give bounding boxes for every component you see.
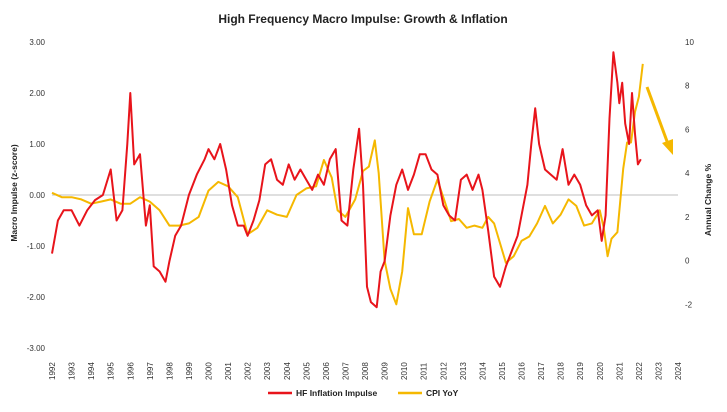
right-axis-label: Annual Change % bbox=[703, 163, 713, 236]
x-tick-label: 1992 bbox=[48, 362, 57, 380]
x-tick-label: 1995 bbox=[107, 362, 116, 380]
right-tick-label: 2 bbox=[685, 213, 690, 222]
series-line-hf-inflation-impulse bbox=[51, 51, 642, 309]
left-tick-label: -3.00 bbox=[27, 344, 46, 353]
legend-label-cpi: CPI YoY bbox=[426, 388, 459, 398]
left-tick-label: 2.00 bbox=[29, 89, 45, 98]
x-tick-label: 2011 bbox=[420, 362, 429, 380]
x-tick-label: 2015 bbox=[498, 362, 507, 380]
left-tick-label: 3.00 bbox=[29, 38, 45, 47]
series-layer bbox=[51, 51, 644, 309]
x-tick-label: 2006 bbox=[322, 362, 331, 380]
x-tick-label: 2009 bbox=[381, 362, 390, 380]
left-tick-label: 0.00 bbox=[29, 191, 45, 200]
x-tick-label: 2005 bbox=[302, 362, 311, 380]
x-tick-label: 2012 bbox=[439, 362, 448, 380]
chart-title: High Frequency Macro Impulse: Growth & I… bbox=[218, 12, 507, 26]
right-tick-label: 6 bbox=[685, 125, 690, 134]
left-axis-ticks: 3.00 2.00 1.00 0.00 -1.00 -2.00 -3.00 bbox=[27, 38, 46, 353]
right-tick-label: 0 bbox=[685, 257, 690, 266]
legend: HF Inflation Impulse CPI YoY bbox=[268, 388, 459, 398]
x-tick-label: 2019 bbox=[576, 362, 585, 380]
x-tick-label: 1994 bbox=[87, 362, 96, 380]
right-axis-ticks: 10 8 6 4 2 0 -2 bbox=[685, 38, 694, 309]
x-tick-label: 2024 bbox=[674, 362, 683, 380]
x-tick-label: 2014 bbox=[478, 362, 487, 380]
x-tick-label: 2001 bbox=[224, 362, 233, 380]
x-tick-label: 2007 bbox=[341, 362, 350, 380]
legend-label-hf: HF Inflation Impulse bbox=[296, 388, 377, 398]
x-tick-label: 1996 bbox=[126, 362, 135, 380]
x-tick-label: 2010 bbox=[400, 362, 409, 380]
x-axis-ticks: 1992 1993 1994 1995 1996 1997 1998 1999 2000 2001… bbox=[48, 362, 683, 380]
right-tick-label: 10 bbox=[685, 38, 694, 47]
x-tick-label: 2013 bbox=[459, 362, 468, 380]
x-tick-label: 1999 bbox=[185, 362, 194, 380]
x-tick-label: 2023 bbox=[654, 362, 663, 380]
x-tick-label: 2021 bbox=[615, 362, 624, 380]
x-tick-label: 1998 bbox=[165, 362, 174, 380]
left-tick-label: -2.00 bbox=[27, 293, 46, 302]
x-tick-label: 2000 bbox=[205, 362, 214, 380]
right-tick-label: 8 bbox=[685, 82, 690, 91]
x-tick-label: 1993 bbox=[68, 362, 77, 380]
arrow-down-right-icon bbox=[645, 86, 673, 155]
x-tick-label: 2003 bbox=[263, 362, 272, 380]
x-tick-label: 2002 bbox=[244, 362, 253, 380]
series-line-cpi-yoy bbox=[51, 63, 644, 306]
left-axis-label: Macro Impulse (z-score) bbox=[9, 144, 19, 241]
left-tick-label: 1.00 bbox=[29, 140, 45, 149]
x-tick-label: 2022 bbox=[635, 362, 644, 380]
x-tick-label: 2016 bbox=[518, 362, 527, 380]
right-tick-label: -2 bbox=[685, 300, 693, 309]
x-tick-label: 2008 bbox=[361, 362, 370, 380]
left-tick-label: -1.00 bbox=[27, 242, 46, 251]
x-tick-label: 2017 bbox=[537, 362, 546, 380]
x-tick-label: 2018 bbox=[557, 362, 566, 380]
x-tick-label: 2004 bbox=[283, 362, 292, 380]
right-tick-label: 4 bbox=[685, 169, 690, 178]
x-tick-label: 2020 bbox=[596, 362, 605, 380]
x-tick-label: 1997 bbox=[146, 362, 155, 380]
